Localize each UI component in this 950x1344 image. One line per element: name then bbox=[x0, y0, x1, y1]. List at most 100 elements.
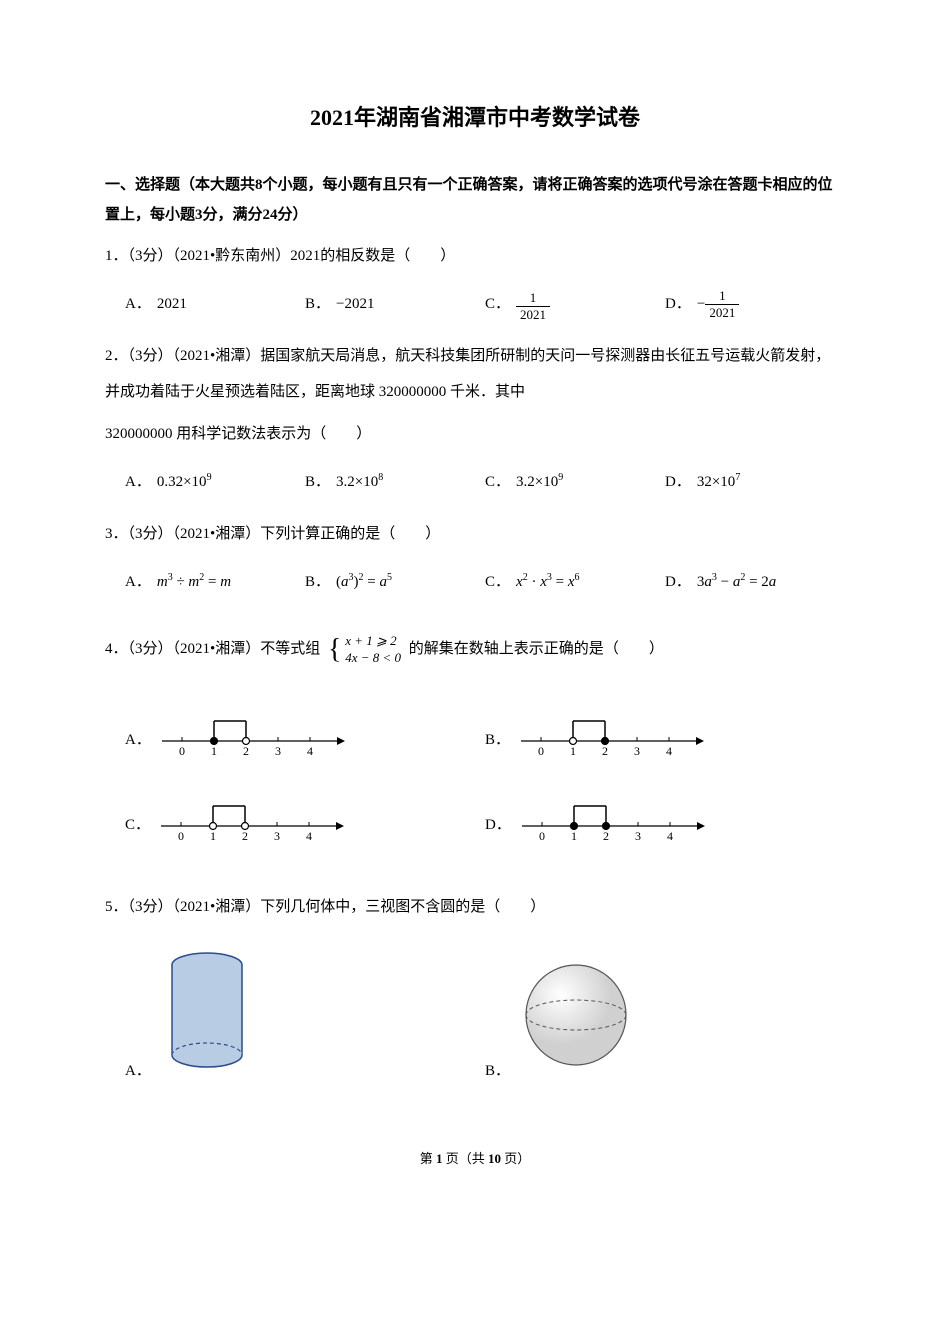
q4-a-label: A． bbox=[125, 722, 151, 758]
q2-option-a: A． 0.32×109 bbox=[125, 464, 305, 500]
question-4: 4．（3分）（2021•湘潭）不等式组 { x + 1 ⩾ 2 4x − 8 <… bbox=[105, 616, 845, 873]
q2-c-label: C． bbox=[485, 464, 510, 500]
svg-text:1: 1 bbox=[570, 744, 576, 758]
q2-options: A． 0.32×109 B． 3.2×108 C． 3.2×109 D． 32×… bbox=[105, 464, 845, 500]
q2-option-d: D． 32×107 bbox=[665, 464, 845, 500]
q2-paren: （ ） bbox=[311, 426, 371, 442]
q5-a-label: A． bbox=[125, 1053, 151, 1089]
q3-b-formula: (a3)2 = a5 bbox=[336, 564, 392, 600]
cylinder-icon bbox=[157, 945, 257, 1089]
svg-text:4: 4 bbox=[667, 829, 673, 843]
footer-prefix: 第 bbox=[420, 1151, 436, 1166]
q1-paren: （ ） bbox=[395, 248, 455, 264]
q1-option-c: C． 1 2021 bbox=[485, 286, 665, 322]
svg-text:4: 4 bbox=[307, 744, 313, 758]
q1-b-label: B． bbox=[305, 286, 330, 322]
q1-a-label: A． bbox=[125, 286, 151, 322]
q1-b-value: −2021 bbox=[336, 286, 374, 322]
svg-text:2: 2 bbox=[243, 744, 249, 758]
svg-text:3: 3 bbox=[634, 744, 640, 758]
q5-option-b: B． bbox=[485, 945, 845, 1089]
q4-c-label: C． bbox=[125, 807, 150, 843]
svg-text:3: 3 bbox=[275, 744, 281, 758]
q3-paren: （ ） bbox=[380, 526, 440, 542]
q4-text2: 的解集在数轴上表示正确的是 bbox=[409, 641, 604, 657]
svg-text:0: 0 bbox=[538, 744, 544, 758]
question-5: 5．（3分）（2021•湘潭）下列几何体中，三视图不含圆的是（ ） A． B． bbox=[105, 889, 845, 1089]
svg-text:3: 3 bbox=[635, 829, 641, 843]
q3-c-label: C． bbox=[485, 564, 510, 600]
q3-a-formula: m3 ÷ m2 = m bbox=[157, 564, 231, 600]
svg-text:2: 2 bbox=[602, 744, 608, 758]
q2-c-value: 3.2×109 bbox=[516, 464, 563, 500]
svg-text:2: 2 bbox=[603, 829, 609, 843]
q4-option-b: B．01234 bbox=[485, 703, 845, 758]
q1-option-b: B． −2021 bbox=[305, 286, 485, 322]
q3-a-label: A． bbox=[125, 564, 151, 600]
q2-text2: 320000000 用科学记数法表示为 bbox=[105, 426, 311, 442]
q4-inequality: { x + 1 ⩾ 2 4x − 8 < 0 bbox=[328, 616, 401, 683]
q3-option-d: D． 3a3 − a2 = 2a bbox=[665, 564, 845, 600]
question-2: 2．（3分）（2021•湘潭）据国家航天局消息，航天科技集团所研制的天问一号探测… bbox=[105, 338, 845, 500]
q1-text: 1．（3分）（2021•黔东南州）2021的相反数是 bbox=[105, 248, 395, 264]
q5-options: A． B． bbox=[105, 945, 845, 1089]
q3-b-label: B． bbox=[305, 564, 330, 600]
q3-option-c: C． x2 · x3 = x6 bbox=[485, 564, 665, 600]
q3-option-b: B． (a3)2 = a5 bbox=[305, 564, 485, 600]
question-1: 1．（3分）（2021•黔东南州）2021的相反数是（ ） A． 2021 B．… bbox=[105, 238, 845, 322]
q2-option-c: C． 3.2×109 bbox=[485, 464, 665, 500]
q4-ineq2: 4x − 8 < 0 bbox=[345, 650, 401, 665]
q1-a-value: 2021 bbox=[157, 286, 187, 322]
q2-b-value: 3.2×108 bbox=[336, 464, 383, 500]
q4-option-c: C． 0 1 2 3 4 bbox=[125, 788, 485, 843]
footer-total: 10 bbox=[488, 1151, 501, 1166]
q2-d-value: 32×107 bbox=[697, 464, 740, 500]
q1-d-neg: − bbox=[697, 286, 705, 322]
q4-paren: （ ） bbox=[604, 641, 664, 657]
q4-text: 4．（3分）（2021•湘潭）不等式组 bbox=[105, 641, 320, 657]
section-header: 一、选择题（本大题共8个小题，每小题有且只有一个正确答案，请将正确答案的选项代号… bbox=[105, 170, 845, 230]
q3-d-formula: 3a3 − a2 = 2a bbox=[697, 564, 776, 600]
q2-a-value: 0.32×109 bbox=[157, 464, 212, 500]
q3-text: 3．（3分）（2021•湘潭）下列计算正确的是 bbox=[105, 526, 380, 542]
q1-d-num: 1 bbox=[705, 288, 739, 305]
q5-option-a: A． bbox=[125, 945, 485, 1089]
svg-text:3: 3 bbox=[274, 829, 280, 843]
svg-text:1: 1 bbox=[571, 829, 577, 843]
q2-d-label: D． bbox=[665, 464, 691, 500]
q4-option-a: A． 0 1 2 3 4 bbox=[125, 703, 485, 758]
q1-d-den: 2021 bbox=[705, 305, 739, 321]
q1-d-negfrac: − 1 2021 bbox=[697, 286, 739, 322]
q4-option-d: D．01234 bbox=[485, 788, 845, 843]
svg-text:0: 0 bbox=[178, 829, 184, 843]
q2-option-b: B． 3.2×108 bbox=[305, 464, 485, 500]
page-footer: 第 1 页（共 10 页） bbox=[105, 1149, 845, 1170]
svg-text:4: 4 bbox=[306, 829, 312, 843]
q1-d-label: D． bbox=[665, 286, 691, 322]
q1-c-fraction: 1 2021 bbox=[516, 290, 550, 322]
q1-option-d: D． − 1 2021 bbox=[665, 286, 845, 322]
q1-c-label: C． bbox=[485, 286, 510, 322]
q3-d-label: D． bbox=[665, 564, 691, 600]
q1-option-a: A． 2021 bbox=[125, 286, 305, 322]
svg-text:1: 1 bbox=[210, 829, 216, 843]
q4-ineq1: x + 1 ⩾ 2 bbox=[345, 633, 396, 648]
footer-mid: 页（共 bbox=[442, 1151, 488, 1166]
q2-a-label: A． bbox=[125, 464, 151, 500]
q2-text1: 2．（3分）（2021•湘潭）据国家航天局消息，航天科技集团所研制的天问一号探测… bbox=[105, 348, 830, 400]
q5-b-label: B． bbox=[485, 1053, 510, 1089]
svg-text:1: 1 bbox=[211, 744, 217, 758]
q1-c-den: 2021 bbox=[516, 307, 550, 323]
sphere-icon bbox=[516, 955, 636, 1089]
svg-text:2: 2 bbox=[242, 829, 248, 843]
q2-b-label: B． bbox=[305, 464, 330, 500]
q5-paren: （ ） bbox=[485, 899, 545, 915]
q5-text: 5．（3分）（2021•湘潭）下列几何体中，三视图不含圆的是 bbox=[105, 899, 485, 915]
q3-option-a: A． m3 ÷ m2 = m bbox=[125, 564, 305, 600]
exam-title: 2021年湖南省湘潭市中考数学试卷 bbox=[105, 100, 845, 135]
svg-text:0: 0 bbox=[179, 744, 185, 758]
q4-b-label: B． bbox=[485, 722, 510, 758]
q4-d-label: D． bbox=[485, 807, 511, 843]
q3-options: A． m3 ÷ m2 = m B． (a3)2 = a5 C． x2 · x3 … bbox=[105, 564, 845, 600]
q1-options: A． 2021 B． −2021 C． 1 2021 D． − 1 2021 bbox=[105, 286, 845, 322]
